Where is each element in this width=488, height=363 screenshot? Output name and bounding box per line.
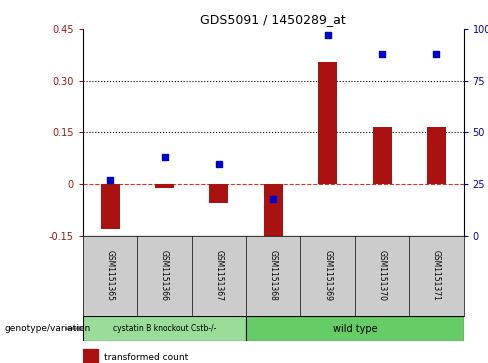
Point (161, 154, 168, 160)
Text: GSM1151366: GSM1151366 (160, 250, 169, 301)
Point (378, 51, 386, 57)
Bar (83, 349, 98, 363)
Bar (318, 62, 337, 184)
Bar (209, 184, 228, 203)
Point (324, 32, 331, 38)
Text: GSM1151367: GSM1151367 (214, 250, 224, 301)
Text: GSM1151369: GSM1151369 (323, 250, 332, 301)
Point (432, 51, 440, 57)
Text: GSM1151371: GSM1151371 (432, 250, 441, 301)
Text: cystatin B knockout Cstb-/-: cystatin B knockout Cstb-/- (113, 324, 216, 333)
Bar (246, 316, 464, 341)
Text: GSM1151370: GSM1151370 (378, 250, 386, 301)
Bar (83, 316, 246, 341)
Title: GDS5091 / 1450289_at: GDS5091 / 1450289_at (201, 13, 346, 26)
Text: GSM1151365: GSM1151365 (105, 250, 115, 301)
Point (106, 177, 114, 183)
Bar (101, 184, 120, 229)
Point (269, 196, 277, 201)
Bar (372, 127, 391, 184)
Text: genotype/variation: genotype/variation (5, 324, 91, 333)
Point (215, 160, 223, 166)
Bar (155, 184, 174, 188)
Text: wild type: wild type (332, 323, 377, 334)
Text: GSM1151368: GSM1151368 (269, 250, 278, 301)
Text: transformed count: transformed count (104, 352, 188, 362)
Bar (427, 127, 446, 184)
Bar (264, 184, 283, 238)
